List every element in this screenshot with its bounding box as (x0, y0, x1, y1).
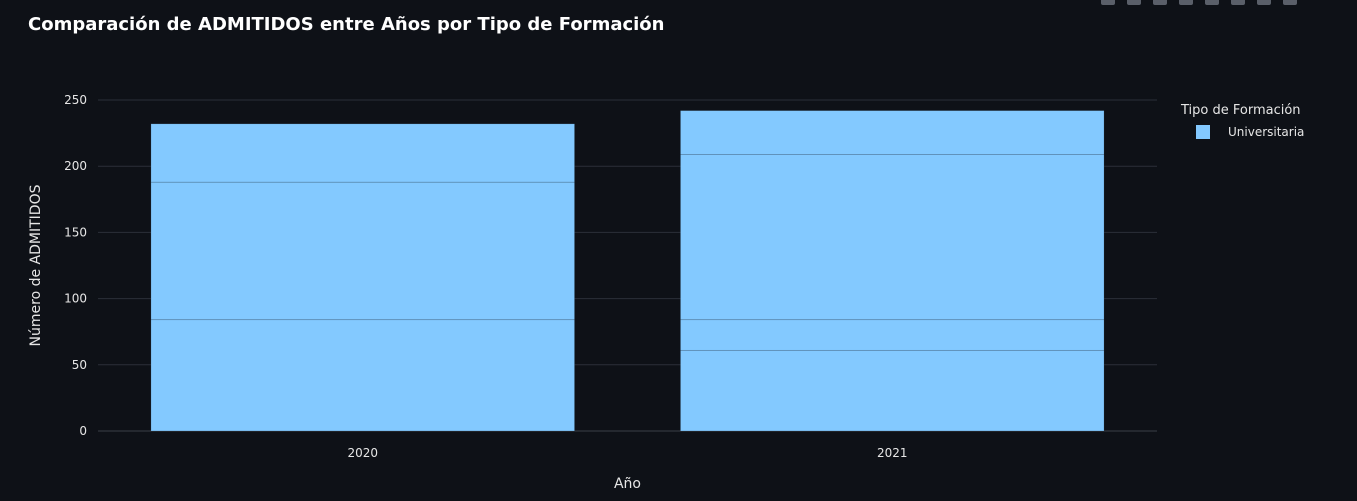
pan-icon[interactable] (1153, 0, 1167, 5)
zoom-in-icon[interactable] (1179, 0, 1193, 5)
zoom-icon[interactable] (1127, 0, 1141, 5)
fullscreen-icon[interactable] (1283, 0, 1297, 5)
bar-segment (680, 110, 1105, 155)
chart-title: Comparación de ADMITIDOS entre Años por … (28, 14, 665, 35)
y-tick-label: 0 (79, 424, 87, 438)
reset-axes-icon[interactable] (1257, 0, 1271, 5)
x-axis-title: Año (614, 476, 641, 492)
y-tick-label: 50 (72, 358, 87, 372)
bar-segment (150, 123, 575, 183)
chart-toolbar[interactable] (1101, 0, 1297, 6)
y-tick-label: 150 (64, 225, 87, 239)
x-tick-label: 2021 (877, 446, 908, 460)
x-tick-label: 2020 (347, 446, 378, 460)
camera-icon[interactable] (1101, 0, 1115, 5)
y-tick-label: 250 (64, 93, 87, 107)
y-axis-title: Número de ADMITIDOS (28, 184, 44, 346)
bar-segment (680, 319, 1105, 351)
bar-segment (150, 319, 575, 432)
y-tick-label: 200 (64, 159, 87, 173)
bar-segment (680, 349, 1105, 432)
bar-segment (680, 154, 1105, 321)
bar-segment (150, 181, 575, 321)
legend-item-label: Universitaria (1228, 125, 1304, 139)
zoom-out-icon[interactable] (1205, 0, 1219, 5)
legend-title: Tipo de Formación (1180, 103, 1301, 118)
legend-swatch (1196, 125, 1210, 139)
y-tick-label: 100 (64, 292, 87, 306)
autoscale-icon[interactable] (1231, 0, 1245, 5)
